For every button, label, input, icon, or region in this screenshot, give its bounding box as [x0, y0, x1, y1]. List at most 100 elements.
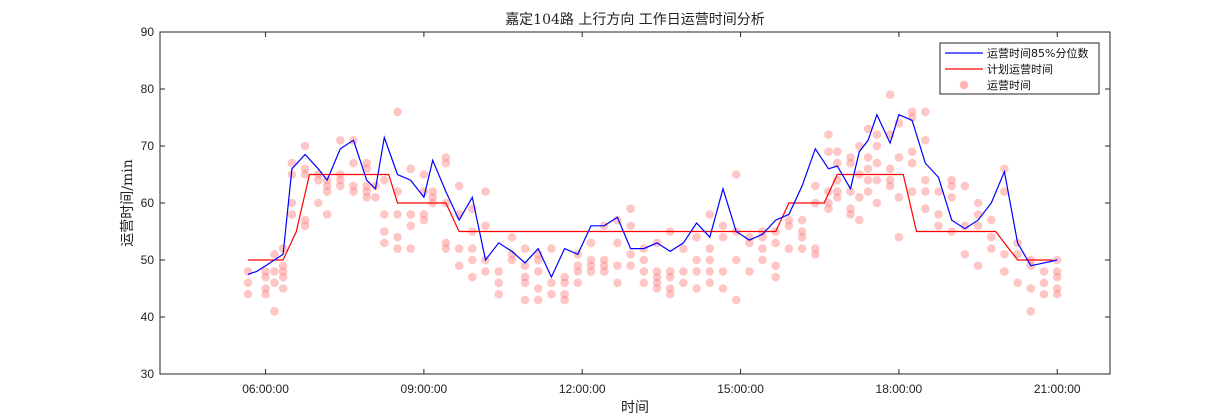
scatter-point: [380, 238, 389, 248]
scatter-point: [454, 181, 464, 191]
scatter-point: [613, 238, 622, 248]
scatter-point: [665, 289, 675, 299]
scatter-point: [322, 210, 332, 219]
plan-layer: [248, 173, 1053, 261]
scatter-point: [885, 181, 895, 191]
scatter-point: [973, 261, 983, 271]
scatter-point: [336, 175, 345, 185]
scatter-point: [652, 284, 662, 293]
scatter-point: [863, 124, 873, 134]
scatter-point: [547, 289, 556, 299]
y-tick-label: 60: [141, 196, 155, 210]
scatter-point: [494, 267, 504, 276]
scatter-point: [626, 221, 635, 231]
scatter-point: [406, 164, 416, 174]
scatter-point: [507, 232, 517, 242]
y-tick-label: 30: [141, 367, 155, 381]
scatter-point: [758, 244, 767, 253]
scatter-point: [987, 232, 996, 242]
scatter-point: [441, 153, 451, 162]
scatter-point: [771, 238, 780, 248]
scatter-point: [300, 215, 310, 225]
scatter-point: [987, 215, 996, 225]
y-tick-label: 90: [141, 25, 155, 39]
scatter-point: [428, 193, 438, 202]
scatter-point: [481, 187, 490, 196]
scatter-point: [507, 250, 517, 259]
scatter-point: [824, 130, 833, 139]
x-tick-label: 06:00:00: [242, 382, 289, 396]
scatter-point: [520, 295, 530, 305]
scatter-point: [824, 198, 833, 208]
y-axis-label: 运营时间/min: [120, 159, 136, 247]
scatter-point: [811, 250, 820, 259]
scatter-point: [322, 181, 332, 191]
scatter-point: [278, 261, 288, 271]
scatter-point: [833, 187, 842, 196]
scatter-point: [300, 221, 310, 231]
scatter-point: [441, 244, 451, 253]
scatter-point: [705, 244, 715, 253]
scatter-point: [846, 187, 855, 196]
scatter-point: [1039, 278, 1049, 288]
scatter-point: [349, 181, 358, 191]
scatter-point: [731, 295, 741, 305]
scatter-point: [573, 267, 583, 276]
scatter-point: [314, 175, 323, 185]
scatter-point: [973, 198, 983, 208]
scatter-point: [797, 215, 807, 225]
scatter-point: [362, 164, 372, 174]
scatter-point: [371, 193, 380, 202]
scatter-point: [586, 267, 596, 276]
scatter-point: [441, 158, 451, 168]
scatter-point: [705, 210, 715, 219]
scatter-point: [626, 250, 635, 259]
scatter-point: [947, 181, 956, 191]
scatter-point: [921, 187, 930, 196]
scatter-point: [846, 210, 855, 219]
scatter-point: [731, 170, 741, 179]
scatter-point: [406, 244, 416, 253]
scatter-point: [441, 238, 451, 248]
x-axis-label: 时间: [621, 400, 649, 416]
scatter-point: [626, 204, 635, 213]
scatter-point: [639, 255, 649, 265]
scatter-point: [613, 261, 622, 271]
scatter-point: [718, 284, 728, 293]
scatter-point: [718, 221, 728, 231]
scatter-point: [419, 215, 429, 225]
scatter-point: [652, 272, 662, 282]
scatter-point: [784, 221, 794, 231]
p85-line: [247, 113, 1058, 279]
scatter-point: [261, 267, 270, 276]
scatter-point: [745, 238, 754, 248]
scatter-point: [797, 232, 807, 242]
scatter-point: [833, 158, 842, 168]
scatter-point: [468, 244, 477, 253]
scatter-point: [639, 267, 649, 276]
scatter-point: [287, 198, 297, 208]
scatter-point: [428, 187, 438, 196]
scatter-point: [393, 244, 402, 253]
scatter-point: [973, 210, 983, 219]
scatter-point: [520, 244, 530, 253]
scatter-point: [560, 289, 569, 299]
scatter-point: [718, 232, 728, 242]
scatter-point: [771, 272, 780, 282]
scatter-point: [855, 215, 864, 225]
scatter-point: [533, 255, 543, 265]
scatter-point: [547, 244, 556, 253]
scatter-point: [278, 284, 288, 293]
scatter-point: [934, 210, 943, 219]
scatter-point: [705, 278, 715, 288]
scatter-point: [406, 210, 416, 219]
y-tick-label: 70: [141, 139, 155, 153]
scatter-point: [560, 272, 569, 282]
legend: 运营时间85%分位数 计划运营时间 运营时间: [939, 42, 1100, 95]
scatter-point: [885, 90, 895, 99]
scatter-point: [599, 267, 609, 276]
scatter-point: [573, 278, 583, 288]
y-tick-label: 50: [141, 253, 155, 267]
scatter-point: [626, 261, 635, 271]
